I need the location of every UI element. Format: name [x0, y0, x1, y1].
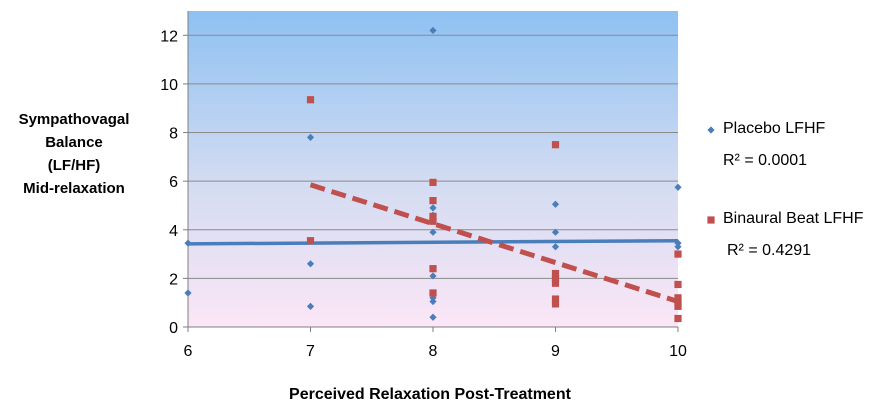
y-tick-label: 0 — [169, 320, 178, 337]
legend-entry-placebo: Placebo LFHF — [723, 120, 825, 138]
binaural-point — [429, 289, 436, 296]
legend-entry-binaural: Binaural Beat LFHF — [723, 210, 864, 228]
y-tick-label: 8 — [169, 126, 178, 143]
y-tick-label: 2 — [169, 271, 178, 288]
x-axis-label: Perceived Relaxation Post-Treatment — [230, 386, 630, 404]
legend-marker-placebo — [707, 126, 714, 133]
y-axis-label: Sympathovagal Balance (LF/HF) Mid-relaxa… — [4, 108, 144, 200]
binaural-point — [429, 179, 436, 186]
binaural-point — [429, 197, 436, 204]
x-tick-label: 8 — [429, 343, 438, 360]
binaural-point — [674, 303, 681, 310]
y-axis-label-line: (LF/HF) — [4, 154, 144, 177]
binaural-point — [307, 96, 314, 103]
binaural-point — [674, 315, 681, 322]
x-tick-label: 10 — [669, 343, 687, 360]
legend-r2-placebo: R² = 0.0001 — [723, 152, 807, 170]
x-tick-label: 9 — [551, 343, 560, 360]
binaural-point — [429, 265, 436, 272]
binaural-point — [674, 281, 681, 288]
y-tick-label: 6 — [169, 174, 178, 191]
y-axis-label-line: Mid-relaxation — [4, 177, 144, 200]
binaural-point — [674, 250, 681, 257]
legend-r2-binaural: R² = 0.4291 — [727, 242, 811, 260]
legend-markers — [707, 126, 714, 223]
y-axis-label-line: Sympathovagal — [4, 108, 144, 131]
y-tick-label: 10 — [160, 77, 178, 94]
binaural-point — [307, 237, 314, 244]
x-tick-label: 7 — [306, 343, 315, 360]
binaural-point — [552, 141, 559, 148]
binaural-point — [552, 280, 559, 287]
binaural-point — [552, 300, 559, 307]
y-tick-label: 4 — [169, 223, 178, 240]
legend-marker-binaural — [707, 216, 714, 223]
binaural-point — [429, 218, 436, 225]
x-tick-label: 6 — [184, 343, 193, 360]
y-tick-label: 12 — [160, 28, 178, 45]
y-axis-label-line: Balance — [4, 131, 144, 154]
